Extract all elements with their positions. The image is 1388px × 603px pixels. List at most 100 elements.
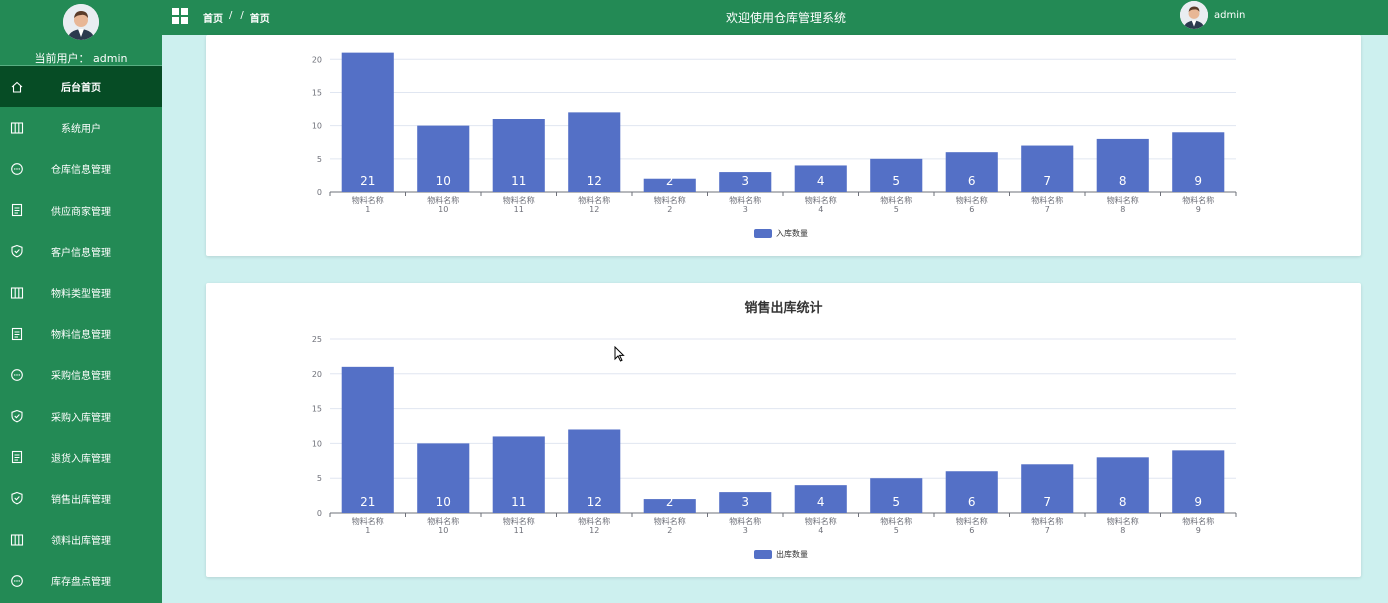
chart-title: 销售出库统计 <box>744 301 823 316</box>
current-user-text: 当前用户： admin <box>0 50 162 66</box>
bar <box>1021 464 1074 513</box>
bar-value-label: 6 <box>968 495 976 509</box>
bar-value-label: 8 <box>1119 495 1127 509</box>
x-tick-label: 物料名称 11 <box>503 516 535 535</box>
sidebar-item-label: 库存盘点管理 <box>51 577 111 589</box>
sidebar-item-2[interactable]: 仓库信息管理 <box>0 148 162 189</box>
bar-value-label: 5 <box>892 495 900 509</box>
x-tick-label: 物料名称 3 <box>729 516 761 535</box>
welcome-title: 欢迎使用仓库管理系统 <box>725 11 846 25</box>
user-avatar-icon <box>63 4 99 40</box>
bar-value-label: 4 <box>817 174 825 188</box>
chat-icon <box>0 574 34 588</box>
bar <box>568 112 621 192</box>
sidebar-item-label: 仓库信息管理 <box>51 165 111 177</box>
x-tick-label: 物料名称 1 <box>352 195 384 214</box>
x-tick-label: 物料名称 12 <box>578 195 610 214</box>
sidebar-item-0[interactable]: 后台首页 <box>0 66 162 108</box>
bar <box>492 119 545 192</box>
sidebar-item-4[interactable]: 客户信息管理 <box>0 231 162 272</box>
bar-value-label: 6 <box>968 174 976 188</box>
sidebar-item-label: 系统用户 <box>61 124 101 136</box>
bar <box>341 366 394 513</box>
bar-value-label: 11 <box>511 174 526 188</box>
bar <box>643 178 696 192</box>
bar-value-label: 8 <box>1119 174 1127 188</box>
bar <box>1021 145 1074 192</box>
legend-label: 出库数量 <box>776 550 808 559</box>
sidebar-item-12[interactable]: 库存盘点管理 <box>0 560 162 601</box>
document-icon <box>0 327 34 341</box>
bar-value-label: 2 <box>666 495 674 509</box>
breadcrumb-separator: / <box>240 10 244 21</box>
x-tick-label: 物料名称 12 <box>578 516 610 535</box>
sidebar-menu: 后台首页 系统用户 仓库信息管理 供应商家管理 客户信息管理 物料类型管理 物料信息管理 采购… <box>0 66 162 601</box>
inbound-chart-card: 0 5 10 15 20 21 物料名称 1 10 物料名称 10 11 物料名称 11 12 物料名称 12 2… <box>206 35 1361 256</box>
grid-menu-icon[interactable] <box>172 8 188 24</box>
bar <box>492 436 545 513</box>
sidebar-item-1[interactable]: 系统用户 <box>0 107 162 148</box>
x-tick-label: 物料名称 10 <box>427 195 459 214</box>
x-tick-label: 物料名称 8 <box>1107 195 1139 214</box>
sidebar-item-label: 客户信息管理 <box>51 247 111 259</box>
bar <box>719 172 772 192</box>
bar <box>1172 450 1225 513</box>
sidebar-item-label: 领料出库管理 <box>51 536 111 548</box>
breadcrumb-home-link[interactable]: 首页 <box>203 14 223 25</box>
sidebar-item-9[interactable]: 退货入库管理 <box>0 437 162 478</box>
user-box: 当前用户： admin <box>0 0 162 66</box>
x-tick-label: 物料名称 6 <box>956 195 988 214</box>
columns-icon <box>0 121 34 135</box>
x-tick-label: 物料名称 10 <box>427 516 459 535</box>
columns-icon <box>0 286 34 300</box>
bar <box>643 499 696 513</box>
x-tick-label: 物料名称 11 <box>503 195 535 214</box>
sidebar-item-label: 后台首页 <box>61 83 101 95</box>
chart-legend[interactable]: 出库数量 <box>754 549 808 560</box>
sidebar-item-3[interactable]: 供应商家管理 <box>0 190 162 231</box>
x-tick-label: 物料名称 5 <box>880 195 912 214</box>
breadcrumb-current: 首页 <box>249 14 270 25</box>
x-tick-label: 物料名称 7 <box>1031 195 1063 214</box>
mouse-cursor-icon <box>614 346 625 362</box>
sidebar-item-8[interactable]: 采购入库管理 <box>0 396 162 437</box>
y-tick-label: 15 <box>312 405 322 414</box>
bar-value-label: 21 <box>360 495 375 509</box>
x-tick-label: 物料名称 6 <box>956 516 988 535</box>
bar-value-label: 4 <box>817 495 825 509</box>
document-icon <box>0 450 34 464</box>
bar <box>1172 132 1225 192</box>
bar <box>794 165 847 192</box>
sidebar-item-5[interactable]: 物料类型管理 <box>0 272 162 313</box>
sidebar-item-7[interactable]: 采购信息管理 <box>0 354 162 395</box>
x-tick-label: 物料名称 4 <box>805 516 837 535</box>
header-avatar[interactable] <box>1180 1 1208 29</box>
legend-swatch <box>754 550 772 559</box>
y-tick-label: 20 <box>312 370 322 379</box>
bar <box>870 158 923 192</box>
chat-icon <box>0 368 34 382</box>
bar <box>945 152 998 192</box>
sidebar-item-10[interactable]: 销售出库管理 <box>0 478 162 519</box>
bar <box>1096 457 1149 513</box>
sidebar-item-11[interactable]: 领料出库管理 <box>0 519 162 560</box>
y-tick-label: 10 <box>312 439 322 448</box>
x-tick-label: 物料名称 1 <box>352 516 384 535</box>
outbound-chart-card: 销售出库统计 0 5 10 15 20 25 21 物料名称 1 10 物料名称 10 11 物料名称 11… <box>206 283 1361 577</box>
sidebar-item-label: 采购入库管理 <box>51 412 111 424</box>
current-user-name: admin <box>93 52 128 65</box>
chart-legend[interactable]: 入库数量 <box>754 228 808 239</box>
header-username[interactable]: admin <box>1214 10 1246 21</box>
y-tick-label: 5 <box>317 155 322 164</box>
home-icon <box>0 80 34 94</box>
y-tick-label: 0 <box>317 188 322 197</box>
columns-icon <box>0 533 34 547</box>
x-tick-label: 物料名称 9 <box>1182 195 1214 214</box>
legend-swatch <box>754 229 772 238</box>
sidebar-item-6[interactable]: 物料信息管理 <box>0 313 162 354</box>
bar <box>341 52 394 192</box>
bar <box>417 125 470 192</box>
bar-value-label: 9 <box>1194 174 1202 188</box>
shield-icon <box>0 244 34 258</box>
